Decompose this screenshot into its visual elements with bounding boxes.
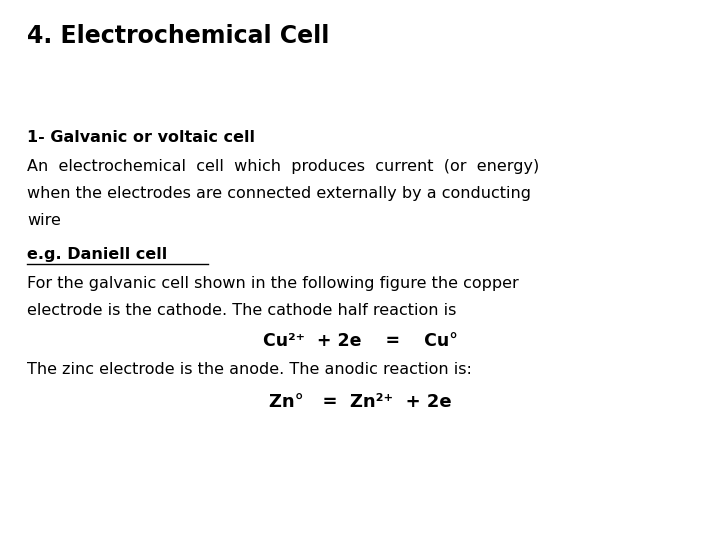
Text: wire: wire — [27, 213, 61, 228]
Text: The zinc electrode is the anode. The anodic reaction is:: The zinc electrode is the anode. The ano… — [27, 362, 472, 377]
Text: Zn°   =  Zn²⁺  + 2e: Zn° = Zn²⁺ + 2e — [269, 393, 451, 411]
Text: For the galvanic cell shown in the following figure the copper: For the galvanic cell shown in the follo… — [27, 276, 519, 292]
Text: electrode is the cathode. The cathode half reaction is: electrode is the cathode. The cathode ha… — [27, 303, 456, 319]
Text: An  electrochemical  cell  which  produces  current  (or  energy): An electrochemical cell which produces c… — [27, 159, 539, 174]
Text: Cu²⁺  + 2e    =    Cu°: Cu²⁺ + 2e = Cu° — [263, 332, 457, 350]
Text: 1- Galvanic or voltaic cell: 1- Galvanic or voltaic cell — [27, 130, 256, 145]
Text: e.g. Daniell cell: e.g. Daniell cell — [27, 247, 168, 262]
Text: when the electrodes are connected externally by a conducting: when the electrodes are connected extern… — [27, 186, 531, 201]
Text: 4. Electrochemical Cell: 4. Electrochemical Cell — [27, 24, 330, 48]
